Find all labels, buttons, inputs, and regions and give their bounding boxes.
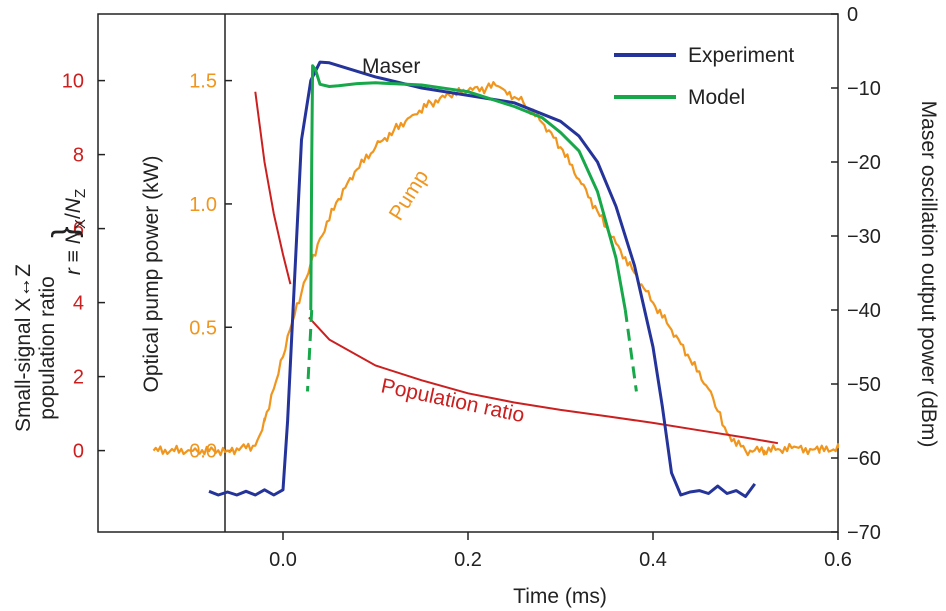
maser-annotation: Maser	[362, 55, 420, 78]
ratio-tick-label: 2	[73, 367, 84, 389]
brace-glyph: }	[46, 226, 84, 237]
model-dashed-segment-0	[306, 309, 314, 392]
formula-nz: N	[62, 197, 85, 213]
pump-tick-label: 1.0	[189, 194, 217, 216]
formula-slash: /	[62, 213, 85, 219]
population-ratio-line-segment-1	[308, 316, 779, 445]
dbm-axis-ticks: 0 −10 −20 −30 −40 −50 −60 −70	[831, 4, 881, 544]
model-line	[309, 64, 627, 311]
dbm-tick-label: −60	[847, 448, 881, 470]
ratio-tick-label: 8	[73, 145, 84, 167]
ratio-tick-label: 0	[73, 441, 84, 463]
ratio-tick-label: 10	[62, 71, 84, 93]
legend: Experiment Model	[614, 44, 794, 109]
ratio-tick-label: 6	[73, 219, 84, 241]
x-tick-label: 0.4	[639, 549, 667, 571]
series-layer	[152, 60, 840, 498]
dbm-tick-label: 0	[847, 4, 858, 26]
population-annotation: Population ratio	[379, 374, 527, 427]
x-axis-ticks: 0.0 0.2 0.4 0.6	[269, 532, 852, 571]
dbm-tick-label: −40	[847, 300, 881, 322]
x-tick-label: 0.0	[269, 549, 297, 571]
dbm-tick-label: −10	[847, 78, 881, 100]
dbm-axis-label: Maser oscillation output power (dBm)	[917, 101, 940, 448]
formula-nz-sub: Z	[72, 189, 89, 198]
x-tick-label: 0.6	[824, 549, 852, 571]
ratio-formula: r ≡ NX/NZ	[62, 189, 89, 275]
pump-axis-label: Optical pump power (kW)	[140, 156, 163, 393]
ratio-axis-label: Small-signal X↔Z population ratio	[12, 264, 59, 432]
pump-line	[152, 81, 840, 457]
dbm-tick-label: −70	[847, 522, 881, 544]
x-tick-label: 0.2	[454, 549, 482, 571]
pump-tick-label: 1.5	[189, 71, 217, 93]
pump-tick-label: 0.5	[189, 317, 217, 339]
ratio-tick-label: 4	[73, 293, 84, 315]
formula-eq: ≡	[62, 244, 85, 268]
dbm-tick-label: −30	[847, 226, 881, 248]
pump-annotation: Pump	[385, 166, 434, 225]
formula-nx-sub: X	[72, 219, 89, 229]
model-dashed-segment-1	[623, 309, 638, 392]
legend-label-model: Model	[688, 86, 745, 109]
dbm-tick-label: −50	[847, 374, 881, 396]
population-ratio-line-segment-0	[254, 91, 292, 285]
legend-label-experiment: Experiment	[688, 44, 794, 67]
ratio-axis-ticks: 0 2 4 6 8 10	[62, 71, 105, 463]
dbm-tick-label: −20	[847, 152, 881, 174]
formula-r: r	[62, 267, 85, 275]
ratio-axis-label-line1: Small-signal X↔Z	[12, 264, 35, 432]
pump-axis-ticks: 0.00.51.01.5	[189, 71, 232, 463]
formula-nx: N	[62, 228, 85, 244]
experiment-line	[208, 60, 757, 498]
ratio-formula-text: r ≡ NX/NZ	[62, 189, 89, 275]
ratio-axis-label-line2: population ratio	[36, 276, 59, 420]
x-axis-label: Time (ms)	[513, 585, 607, 608]
